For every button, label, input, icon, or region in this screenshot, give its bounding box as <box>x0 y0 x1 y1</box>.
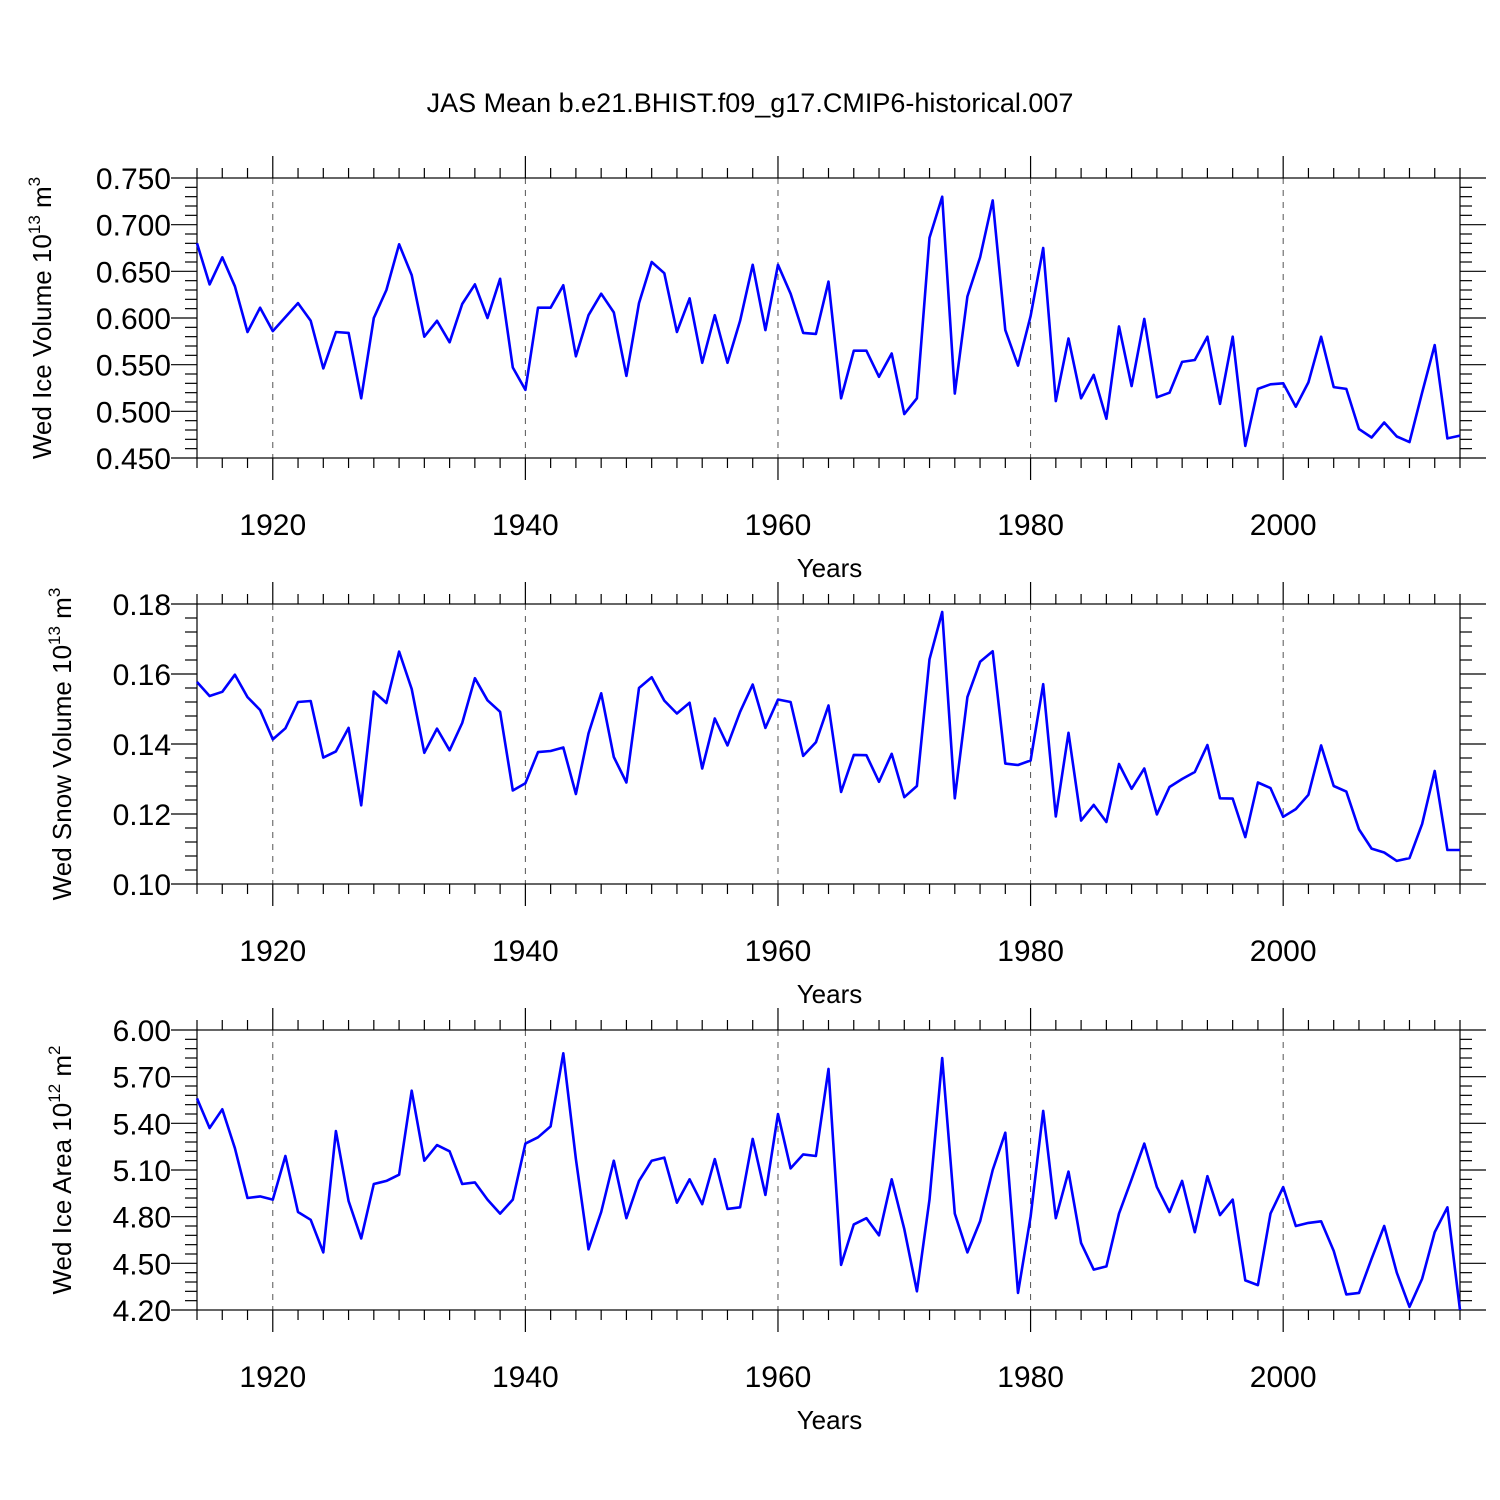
y-axis-title-unit-exponent: 3 <box>25 177 44 186</box>
y-tick-label: 0.550 <box>96 350 171 383</box>
y-tick-label: 0.650 <box>96 256 171 289</box>
y-tick-label: 4.50 <box>113 1248 171 1281</box>
y-tick-label: 0.16 <box>113 659 171 692</box>
y-axis-title-unit: m <box>47 597 77 626</box>
y-axis-title: Wed Snow Volume 1013 m3 <box>45 588 77 901</box>
figure-title: JAS Mean b.e21.BHIST.f09_g17.CMIP6-histo… <box>427 88 1074 118</box>
y-tick-label: 0.18 <box>113 589 171 622</box>
x-tick-label: 1940 <box>492 509 559 542</box>
plot-frame <box>196 177 1461 459</box>
y-tick-label: 0.600 <box>96 303 171 336</box>
plot-frame <box>196 603 1461 885</box>
x-tick-label: 1980 <box>997 935 1064 968</box>
y-axis-title-unit-exponent: 3 <box>45 588 64 597</box>
x-axis-title: Years <box>797 979 863 1009</box>
ice-volume-panel: 1920 1940 1960 1980 2000 0.450 0.500 0.550 0.600… <box>25 156 1486 583</box>
x-tick-label: 1920 <box>239 509 306 542</box>
y-tick-label: 5.70 <box>113 1062 171 1095</box>
x-tick-label: 2000 <box>1250 935 1317 968</box>
x-tick-label: 1960 <box>745 1361 812 1394</box>
x-tick-label: 2000 <box>1250 1361 1317 1394</box>
x-tick-label: 1980 <box>997 509 1064 542</box>
y-axis-title-text: Wed Snow Volume 10 <box>47 645 77 900</box>
y-tick-label: 0.12 <box>113 799 171 832</box>
series-line <box>196 610 1460 863</box>
x-tick-label: 1940 <box>492 935 559 968</box>
x-tick-label: 1920 <box>239 1361 306 1394</box>
y-axis-title-text: Wed Ice Area 10 <box>47 1103 77 1295</box>
y-tick-label: 0.14 <box>113 729 171 762</box>
y-axis-title-exponent: 13 <box>45 626 64 645</box>
x-tick-label: 1960 <box>745 509 812 542</box>
y-tick-label: 4.20 <box>113 1295 171 1328</box>
x-tick-label: 1980 <box>997 1361 1064 1394</box>
y-tick-label: 4.80 <box>113 1202 171 1235</box>
series-line <box>195 1052 1462 1311</box>
y-axis-title: Wed Ice Volume 1013 m3 <box>25 177 57 459</box>
y-tick-label: 0.450 <box>96 443 171 476</box>
y-axis-title-unit-exponent: 2 <box>45 1045 64 1054</box>
x-tick-label: 1960 <box>745 935 812 968</box>
x-tick-label: 1940 <box>492 1361 559 1394</box>
y-tick-label: 6.00 <box>113 1015 171 1048</box>
y-axis-title-exponent: 13 <box>25 215 44 234</box>
x-axis-title: Years <box>797 1405 863 1435</box>
x-tick-label: 1920 <box>239 935 306 968</box>
y-tick-label: 5.10 <box>113 1155 171 1188</box>
y-tick-label: 0.500 <box>96 396 171 429</box>
series-line <box>195 195 1461 448</box>
x-tick-label: 2000 <box>1250 509 1317 542</box>
y-axis-title-text: Wed Ice Volume 10 <box>27 234 57 459</box>
y-tick-label: 5.40 <box>113 1108 171 1141</box>
y-axis-title: Wed Ice Area 1012 m2 <box>45 1045 77 1294</box>
x-axis-title: Years <box>797 553 863 583</box>
y-tick-label: 0.10 <box>113 869 171 902</box>
y-axis-title-exponent: 12 <box>45 1084 64 1103</box>
ice-area-panel: 1920 1940 1960 1980 2000 4.20 4.50 4.80 5.10 5.40… <box>45 1008 1486 1435</box>
y-axis-title-unit: m <box>47 1055 77 1084</box>
y-tick-label: 0.700 <box>96 210 171 243</box>
y-axis-title-unit: m <box>27 186 57 215</box>
y-tick-label: 0.750 <box>96 163 171 196</box>
snow-volume-panel: 1920 1940 1960 1980 2000 0.10 0.12 0.14 0.16 0.18… <box>45 582 1486 1009</box>
